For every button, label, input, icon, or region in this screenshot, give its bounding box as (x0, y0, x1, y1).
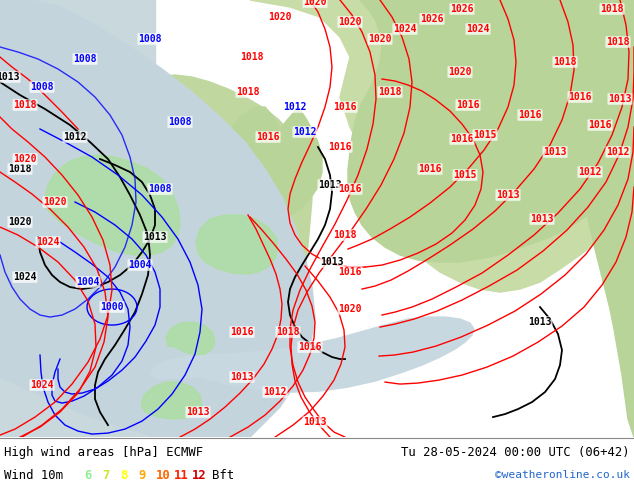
Text: 1016: 1016 (450, 134, 474, 144)
Text: 1013: 1013 (230, 372, 254, 382)
Text: 1020: 1020 (268, 12, 292, 22)
Text: 1012: 1012 (63, 132, 87, 142)
Text: 1012: 1012 (578, 167, 602, 177)
Text: 1012: 1012 (606, 147, 630, 157)
Text: 1012: 1012 (263, 387, 287, 397)
Text: 1012: 1012 (283, 102, 307, 112)
Text: 1008: 1008 (138, 34, 162, 44)
Text: 1026: 1026 (420, 14, 444, 24)
Text: High wind areas [hPa] ECMWF: High wind areas [hPa] ECMWF (4, 445, 203, 459)
Text: 1016: 1016 (588, 120, 612, 130)
Polygon shape (348, 0, 634, 262)
Text: 1024: 1024 (466, 24, 489, 34)
Text: 1016: 1016 (256, 132, 280, 142)
Text: 1018: 1018 (606, 37, 630, 47)
Polygon shape (44, 155, 180, 255)
Text: 1013: 1013 (530, 214, 553, 224)
Text: 1016: 1016 (339, 267, 362, 277)
Text: 1020: 1020 (368, 34, 392, 44)
Text: 1016: 1016 (456, 100, 480, 110)
Text: 1000: 1000 (100, 302, 124, 312)
Polygon shape (150, 317, 474, 392)
Text: Wind 10m: Wind 10m (4, 468, 63, 482)
Text: 1013: 1013 (318, 180, 342, 190)
Text: 1018: 1018 (276, 327, 300, 337)
Text: 1016: 1016 (518, 110, 541, 120)
Text: 1018: 1018 (8, 164, 32, 174)
Text: 1016: 1016 (298, 342, 321, 352)
Text: 1013: 1013 (496, 190, 520, 200)
Text: 9: 9 (138, 468, 145, 482)
Text: 1024: 1024 (30, 380, 54, 390)
Text: 1008: 1008 (168, 117, 191, 127)
Text: ©weatheronline.co.uk: ©weatheronline.co.uk (495, 470, 630, 480)
Text: 1020: 1020 (43, 197, 67, 207)
Text: 1018: 1018 (333, 230, 357, 240)
Text: 1015: 1015 (453, 170, 477, 180)
Text: 1020: 1020 (8, 217, 32, 227)
Text: 1013: 1013 (303, 417, 327, 427)
Text: 1016: 1016 (418, 164, 442, 174)
Polygon shape (0, 0, 315, 437)
Text: 1013: 1013 (0, 72, 20, 82)
Text: 1024: 1024 (393, 24, 417, 34)
Text: 1016: 1016 (230, 327, 254, 337)
Text: 1013: 1013 (528, 317, 552, 327)
Text: 1026: 1026 (450, 4, 474, 14)
Text: 1018: 1018 (240, 52, 264, 62)
Polygon shape (166, 322, 215, 355)
Polygon shape (141, 382, 202, 419)
Text: 1008: 1008 (30, 82, 54, 92)
Text: 1013: 1013 (143, 232, 167, 242)
Polygon shape (97, 75, 312, 437)
Text: 7: 7 (102, 468, 110, 482)
Text: 1008: 1008 (148, 184, 172, 194)
Polygon shape (380, 0, 634, 202)
Text: 1020: 1020 (448, 67, 472, 77)
Text: 1004: 1004 (128, 260, 152, 270)
Text: 1016: 1016 (328, 142, 352, 152)
Text: 1012: 1012 (294, 127, 317, 137)
Text: 1016: 1016 (339, 184, 362, 194)
Text: 1013: 1013 (543, 147, 567, 157)
Text: 1024: 1024 (13, 272, 37, 282)
Text: 1018: 1018 (378, 87, 402, 97)
Text: Bft: Bft (212, 468, 234, 482)
Text: 1016: 1016 (333, 102, 357, 112)
Polygon shape (228, 107, 280, 167)
Text: 1013: 1013 (186, 407, 210, 417)
Text: 1008: 1008 (74, 54, 97, 64)
Text: 1013: 1013 (608, 94, 631, 104)
Text: 10: 10 (156, 468, 171, 482)
Text: 1004: 1004 (76, 277, 100, 287)
Text: 8: 8 (120, 468, 127, 482)
Text: 1020: 1020 (13, 154, 37, 164)
Polygon shape (196, 215, 278, 274)
Text: 6: 6 (84, 468, 91, 482)
Text: 1018: 1018 (600, 4, 624, 14)
Polygon shape (60, 57, 138, 147)
Text: 1020: 1020 (303, 0, 327, 7)
Text: 1015: 1015 (473, 130, 497, 140)
Polygon shape (440, 0, 634, 437)
Text: 1018: 1018 (13, 100, 37, 110)
Text: 12: 12 (192, 468, 207, 482)
Text: 1013: 1013 (320, 257, 344, 267)
Text: 1016: 1016 (568, 92, 592, 102)
Text: 1020: 1020 (339, 17, 362, 27)
Polygon shape (250, 0, 634, 292)
Text: 11: 11 (174, 468, 189, 482)
Text: 1018: 1018 (236, 87, 260, 97)
Text: 1024: 1024 (36, 237, 60, 247)
Text: 1020: 1020 (339, 304, 362, 314)
Polygon shape (0, 0, 155, 437)
Polygon shape (244, 107, 322, 225)
Text: Tu 28-05-2024 00:00 UTC (06+42): Tu 28-05-2024 00:00 UTC (06+42) (401, 445, 630, 459)
Text: 1018: 1018 (553, 57, 577, 67)
